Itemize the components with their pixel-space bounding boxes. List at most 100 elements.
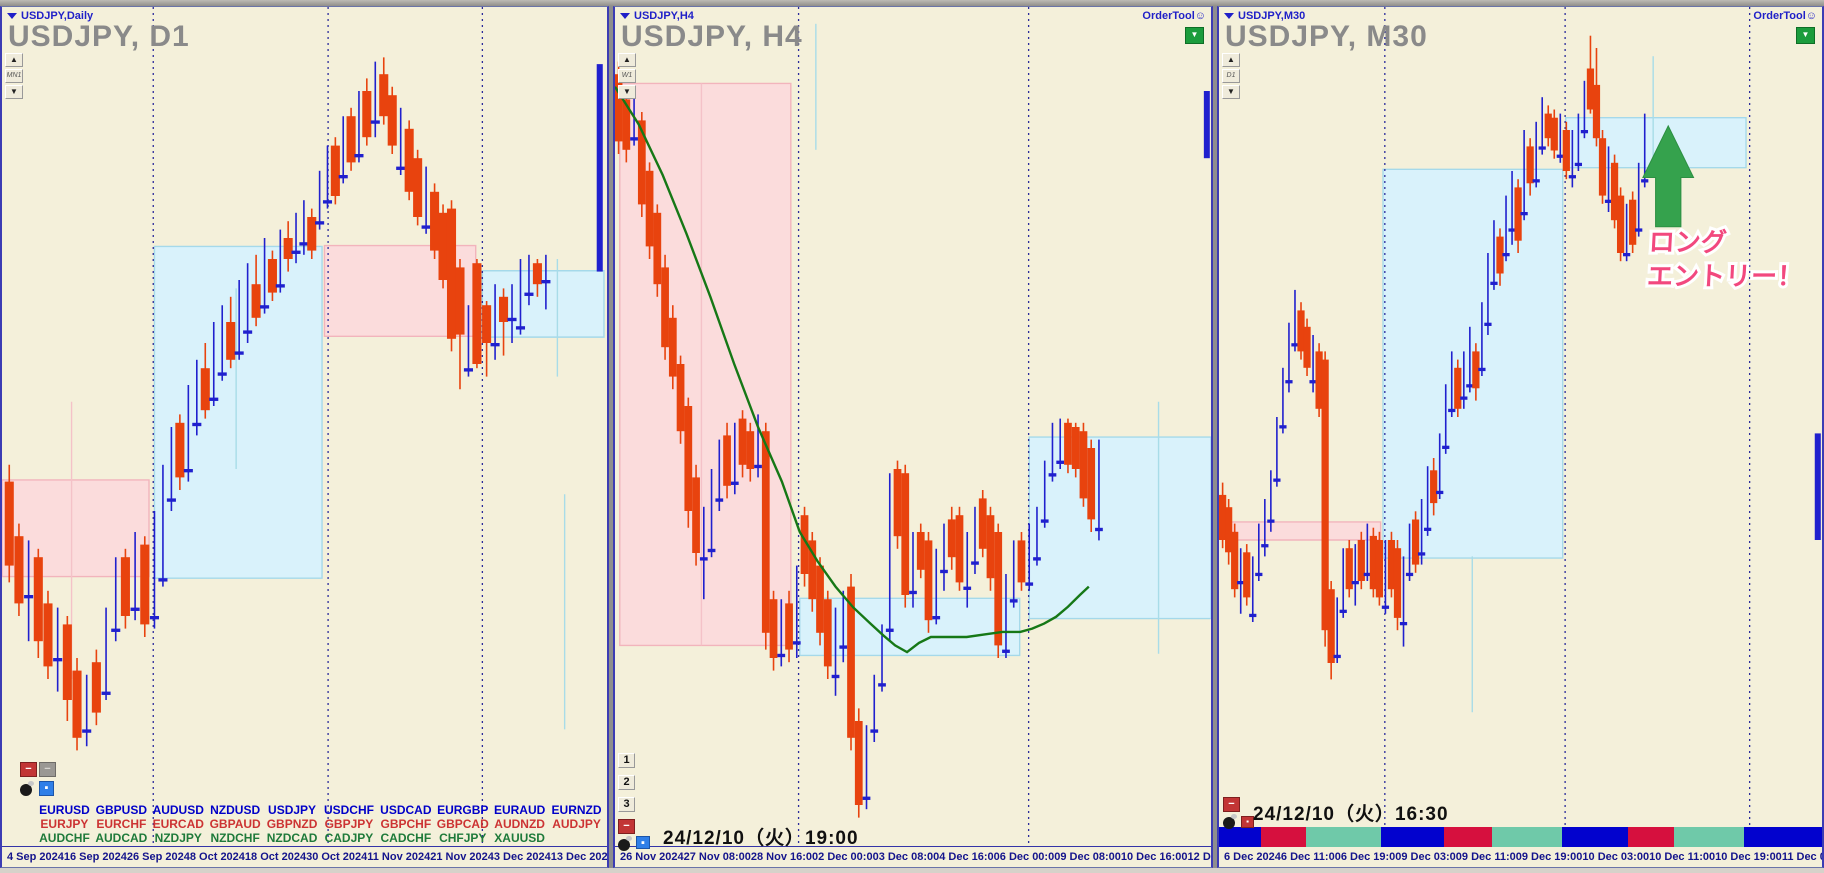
watchlist-item[interactable]: NZDUSD (210, 803, 261, 817)
candle-body (730, 481, 739, 485)
candle-body (1357, 540, 1365, 581)
bomb-icon[interactable] (1223, 814, 1238, 829)
watchlist-item[interactable]: AUDCHF (39, 831, 90, 845)
timeframe-label-button[interactable]: D1 (1222, 69, 1240, 83)
watchlist-item[interactable]: NZDCAD (266, 831, 318, 845)
candle-body (816, 565, 824, 633)
candle-body (1273, 478, 1281, 482)
watchlist-item[interactable]: GBPCAD (436, 817, 489, 831)
watchlist-item[interactable]: NZDCHF (210, 831, 260, 845)
scroll-up-button[interactable]: ▲ (618, 53, 636, 67)
minimize-panel-button[interactable]: − (39, 762, 56, 777)
candle-body (166, 498, 176, 502)
watchlist-item[interactable]: GBPJPY (324, 817, 374, 831)
watchlist-item[interactable]: AUDNZD (494, 817, 545, 831)
axis-date-label: 6 Dec 2024 (1224, 851, 1281, 863)
ordertool-collapse-button[interactable]: ▼ (1185, 27, 1204, 44)
candle-body (499, 296, 509, 322)
candle-body (463, 368, 473, 372)
session-bar-segment (1261, 827, 1307, 847)
axis-date-label: 21 Nov 2024 (430, 851, 494, 863)
watchlist-item[interactable]: CHFJPY (439, 831, 487, 845)
axis-date-label: 8 Oct 2024 (189, 851, 245, 863)
candle-body (940, 569, 948, 574)
axis-date-label: 3 Dec 08:00 (878, 851, 940, 863)
watchlist-item[interactable]: EURNZD (551, 803, 602, 817)
preset-button-2[interactable]: 2 (618, 775, 635, 790)
marker-button[interactable]: ▪ (636, 836, 650, 849)
candle-body (1321, 359, 1329, 631)
symbol-dropdown-m30[interactable]: USDJPY,M30 (1224, 10, 1305, 22)
candle-body (1315, 351, 1323, 409)
axis-date-label: 4 Dec 16:00 (939, 851, 1000, 863)
watchlist-item[interactable]: USDCHF (323, 803, 374, 817)
ordertool-link-m30[interactable]: OrderTool☺ (1753, 10, 1817, 22)
candle-body (1629, 199, 1637, 245)
chart-watermark-m30: USDJPY, M30 (1225, 20, 1428, 53)
candle-body (1387, 540, 1396, 590)
scroll-up-button[interactable]: ▲ (1222, 53, 1240, 67)
scroll-up-button[interactable]: ▲ (5, 53, 23, 67)
marker-button[interactable]: ▪ (39, 781, 54, 796)
watchlist-item[interactable]: EURCAD (152, 817, 204, 831)
chart-window-d1: USDJPY,Daily USDJPY, D1 ▲ MN1 ▼ − − ▪ EU… (0, 6, 609, 868)
candle-body (1460, 396, 1468, 400)
watchlist-item[interactable]: CADJPY (324, 831, 374, 845)
session-bar-segment (1492, 827, 1563, 847)
candle-body (267, 259, 277, 293)
candle-body (723, 435, 731, 486)
bomb-spark (28, 781, 34, 786)
ordertool-label: OrderTool (1142, 10, 1195, 22)
timeframe-label-button[interactable]: W1 (618, 69, 636, 83)
watchlist-item[interactable]: GBPUSD (95, 803, 148, 817)
scroll-down-button[interactable]: ▼ (618, 85, 636, 99)
candle-body (622, 99, 631, 150)
candle-body (893, 469, 902, 537)
ordertool-link-h4[interactable]: OrderTool☺ (1142, 10, 1206, 22)
ordertool-collapse-button[interactable]: ▼ (1796, 27, 1815, 44)
bomb-icon[interactable] (20, 781, 35, 796)
watchlist-item[interactable]: EURGBP (437, 803, 489, 817)
scroll-down-button[interactable]: ▼ (1222, 85, 1240, 99)
symbol-dropdown-d1[interactable]: USDJPY,Daily (7, 10, 93, 22)
watchlist-item[interactable]: EURUSD (39, 803, 90, 817)
candle-body (1417, 552, 1426, 556)
symbol-dropdown-h4[interactable]: USDJPY,H4 (620, 10, 694, 22)
watchlist-item[interactable]: USDJPY (268, 803, 317, 817)
watchlist-item[interactable]: EURAUD (493, 803, 546, 817)
watchlist-item[interactable]: AUDJPY (552, 817, 601, 831)
axis-date-label: 28 Nov 16:00 (750, 851, 819, 863)
watchlist-item[interactable]: AUDCAD (95, 831, 148, 845)
marker-button[interactable]: ▪ (1241, 816, 1254, 828)
watchlist-item[interactable]: GBPCHF (380, 817, 432, 831)
bomb-icon[interactable] (618, 836, 633, 851)
candle-body (91, 662, 101, 713)
preset-button-1[interactable]: 1 (618, 753, 635, 768)
remove-indicator-button[interactable]: − (1223, 797, 1240, 812)
axis-date-label: 2 Dec 00:00 (818, 851, 879, 863)
candle-body (217, 372, 227, 376)
scroll-down-button[interactable]: ▼ (5, 85, 23, 99)
candle-body (1225, 507, 1233, 553)
candle-body (978, 498, 987, 549)
candle-body (446, 208, 457, 339)
timeframe-label-button[interactable]: MN1 (5, 69, 23, 83)
axis-date-label: 6 Dec 19:00 (1340, 851, 1402, 863)
watchlist-item[interactable]: EURJPY (40, 817, 89, 831)
watchlist-item[interactable]: CADCHF (380, 831, 432, 845)
axis-date-label: 9 Dec 03:00 (1401, 851, 1462, 863)
watchlist-item[interactable]: XAUUSD (494, 831, 545, 845)
watchlist-item[interactable]: USDCAD (380, 803, 432, 817)
preset-button-3[interactable]: 3 (618, 797, 635, 812)
watchlist-item[interactable]: AUDUSD (152, 803, 204, 817)
watchlist-item[interactable]: GBPAUD (209, 817, 261, 831)
watchlist-item[interactable]: GBPNZD (266, 817, 318, 831)
axis-date-label: 4 Sep 2024 (7, 851, 64, 863)
watchlist-item[interactable]: EURCHF (96, 817, 147, 831)
remove-indicator-button[interactable]: − (20, 762, 37, 777)
window-bottom-frame (0, 868, 1824, 873)
candle-body (1369, 535, 1377, 590)
candle-body (430, 191, 440, 251)
remove-indicator-button[interactable]: − (618, 819, 635, 834)
watchlist-item[interactable]: NZDJPY (154, 831, 202, 845)
